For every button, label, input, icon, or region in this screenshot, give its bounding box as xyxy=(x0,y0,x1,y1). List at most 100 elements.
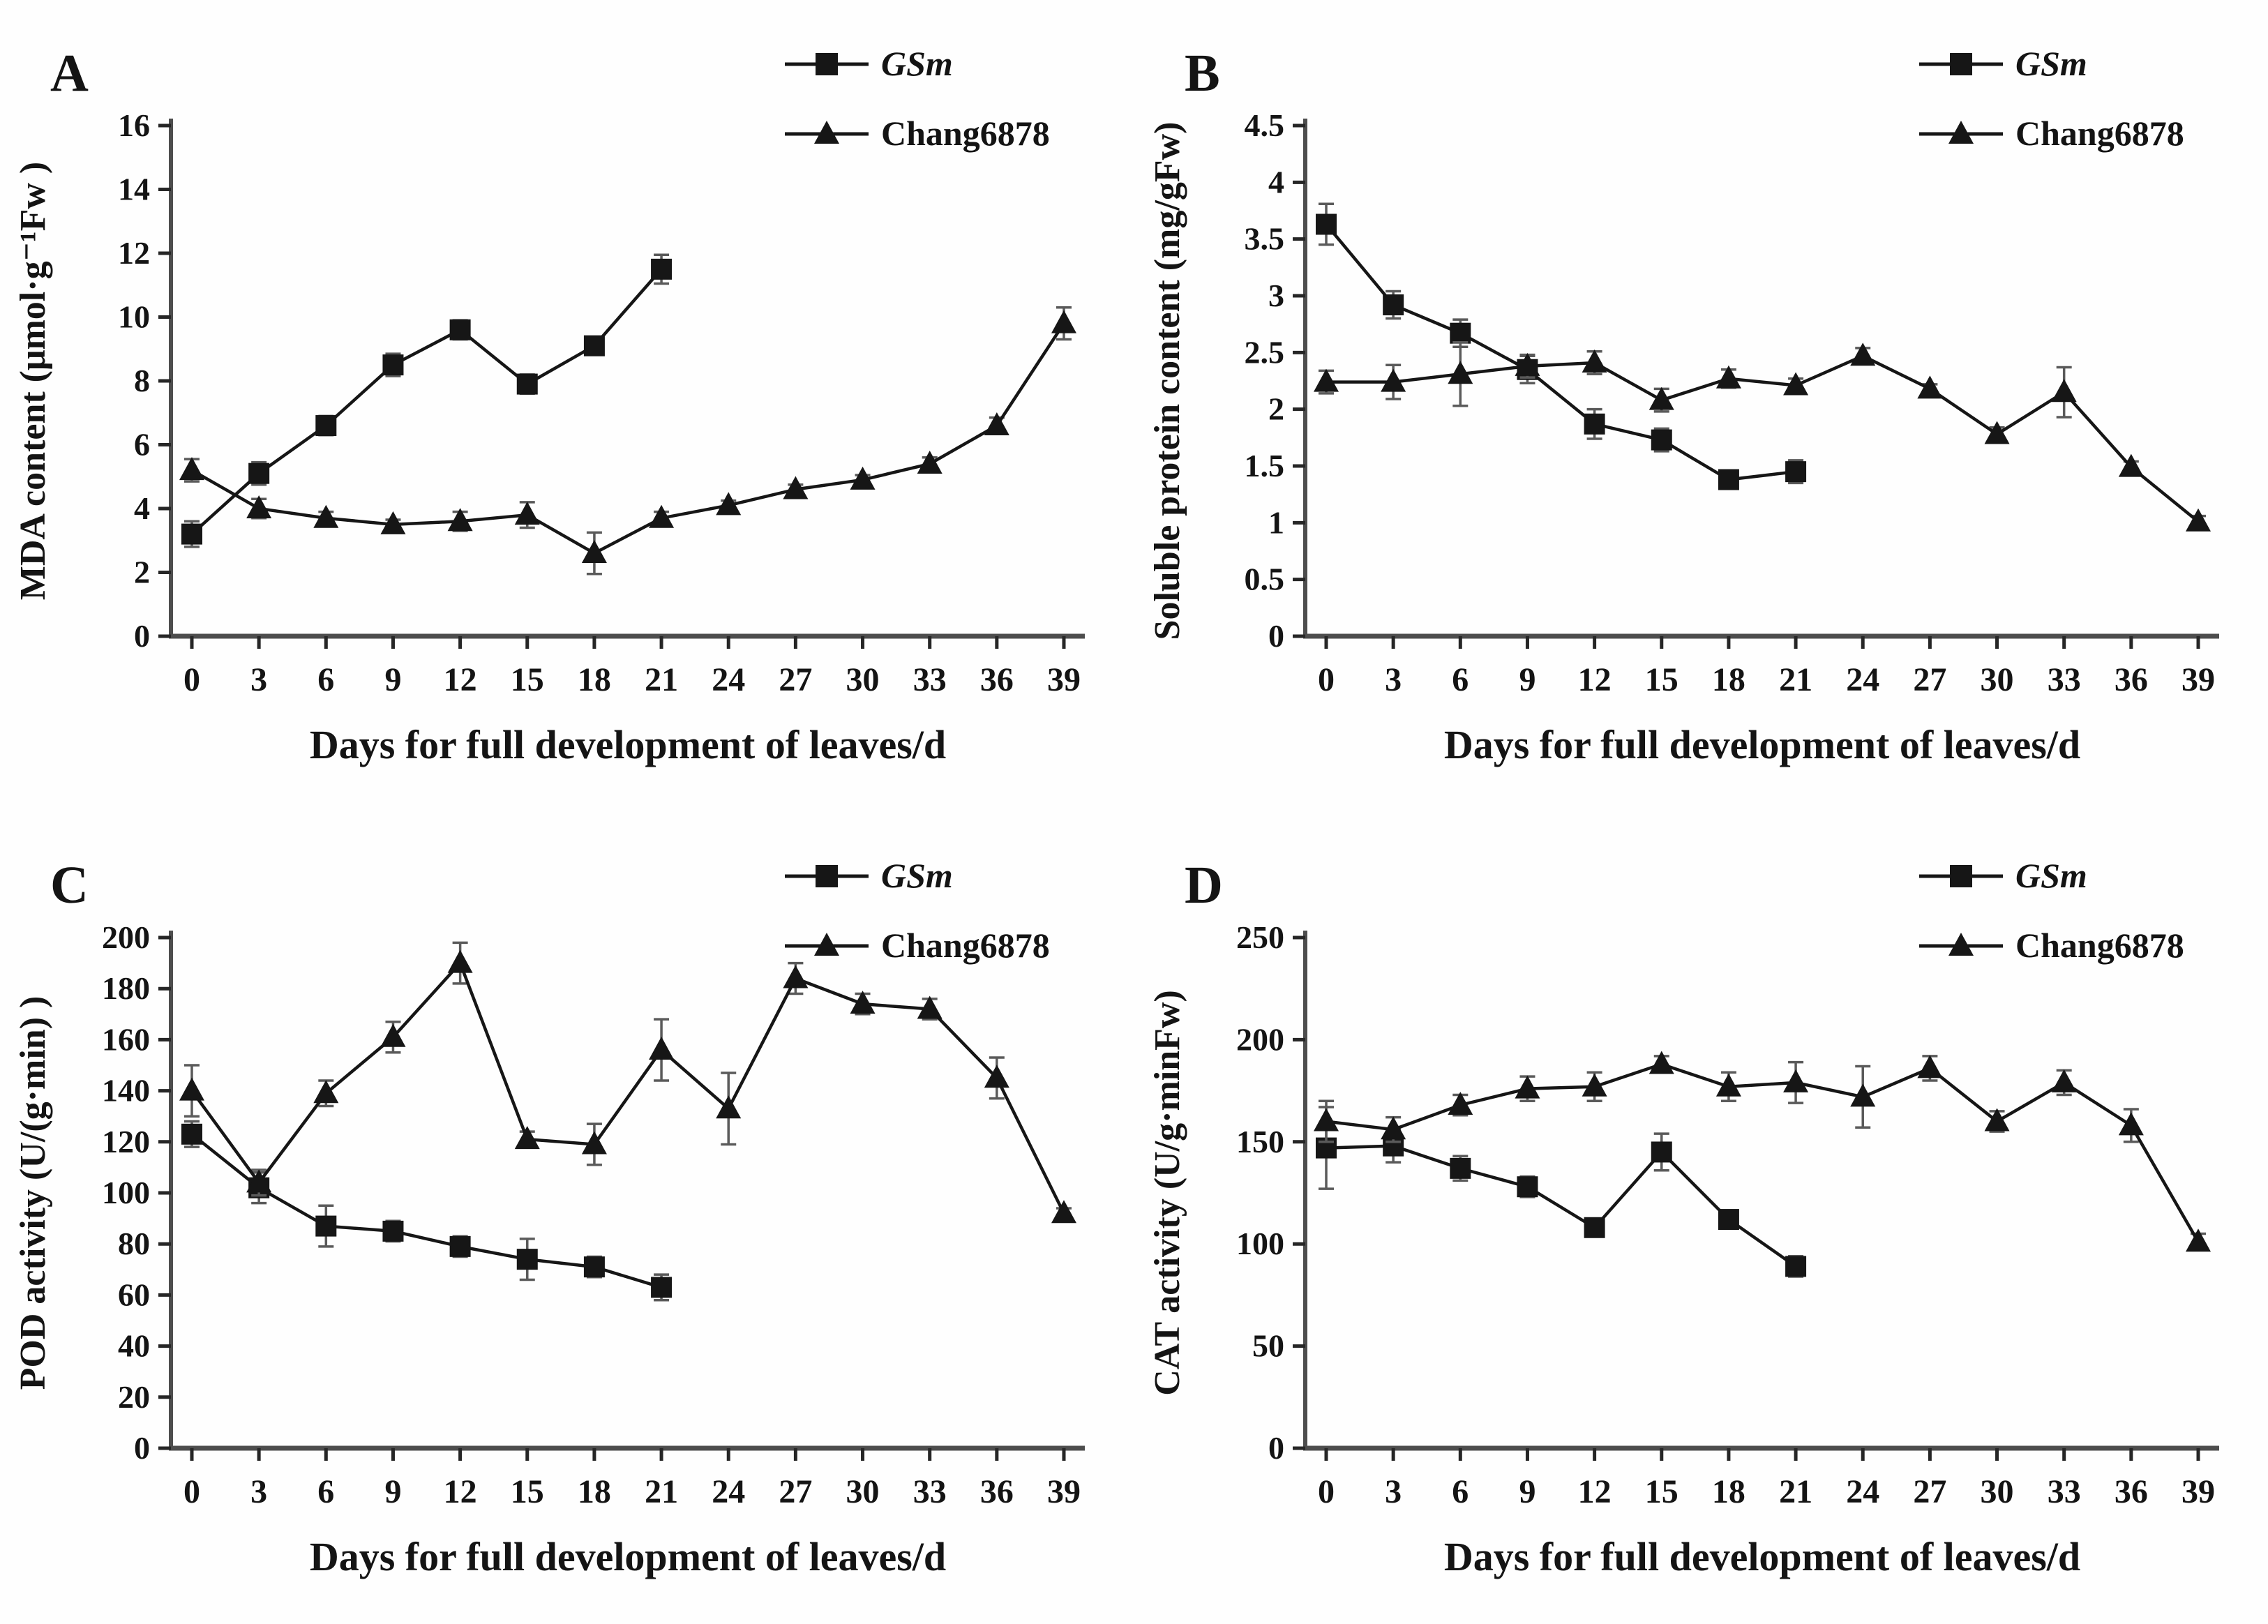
chang6878-triangle-marker xyxy=(1984,421,2010,444)
x-tick-label: 33 xyxy=(2048,661,2081,698)
y-tick-label: 0 xyxy=(134,1430,150,1466)
x-tick-label: 0 xyxy=(1318,1473,1335,1510)
legend-label: GSm xyxy=(2015,44,2087,83)
chang6878-triangle-marker xyxy=(179,1077,204,1101)
x-tick-label: 18 xyxy=(578,661,611,698)
y-tick-label: 120 xyxy=(102,1124,150,1159)
x-axis-title: Days for full development of leaves/d xyxy=(1444,722,2080,767)
x-axis-title: Days for full development of leaves/d xyxy=(1444,1534,2080,1579)
y-tick-label: 14 xyxy=(118,172,150,207)
y-tick-label: 4 xyxy=(134,490,150,526)
y-tick-label: 20 xyxy=(118,1379,150,1415)
chang6878-triangle-marker xyxy=(850,466,876,490)
chang6878-triangle-marker xyxy=(514,1126,540,1150)
legend-triangle-marker xyxy=(814,121,839,144)
gsm-line xyxy=(190,268,663,536)
gsm-square-marker xyxy=(382,1220,404,1242)
x-tick-label: 39 xyxy=(1047,1473,1081,1510)
x-tick-label: 12 xyxy=(444,1473,477,1510)
chang6878-triangle-marker xyxy=(1715,1073,1741,1097)
gsm-square-marker xyxy=(1316,213,1337,235)
x-tick-label: 15 xyxy=(1645,1473,1679,1510)
chang6878-triangle-marker xyxy=(783,476,809,499)
x-tick-label: 0 xyxy=(183,661,200,698)
chang6878-triangle-marker xyxy=(1582,1073,1607,1097)
y-tick-label: 3.5 xyxy=(1245,221,1285,257)
x-tick-label: 15 xyxy=(1645,661,1679,698)
legend-label: GSm xyxy=(881,44,953,83)
chang6878-triangle-marker xyxy=(1850,1083,1876,1107)
x-tick-label: 3 xyxy=(1385,661,1402,698)
x-tick-label: 24 xyxy=(1846,661,1879,698)
chang6878-triangle-marker xyxy=(716,492,742,516)
chang6878-triangle-marker xyxy=(984,1065,1009,1088)
chang6878-triangle-marker xyxy=(1515,1075,1540,1099)
x-tick-label: 21 xyxy=(1779,1473,1812,1510)
y-tick-label: 100 xyxy=(1236,1226,1284,1261)
x-tick-label: 12 xyxy=(1578,1473,1612,1510)
x-tick-label: 9 xyxy=(1519,661,1535,698)
gsm-square-marker xyxy=(449,1235,471,1257)
gsm-square-marker xyxy=(1718,469,1739,490)
chang6878-triangle-marker xyxy=(1850,343,1876,366)
chang6878-triangle-marker xyxy=(1051,1200,1076,1224)
x-tick-label: 0 xyxy=(1318,661,1335,698)
x-tick-label: 24 xyxy=(712,661,745,698)
chang6878-triangle-marker xyxy=(1917,1055,1943,1078)
x-tick-label: 33 xyxy=(913,1473,947,1510)
panel-label: D xyxy=(1185,856,1223,915)
gsm-square-marker xyxy=(1651,1141,1672,1163)
chang6878-triangle-marker xyxy=(1649,386,1674,410)
chang6878-line xyxy=(190,322,1065,555)
y-tick-label: 40 xyxy=(118,1328,150,1364)
y-tick-label: 3 xyxy=(1268,278,1284,313)
legend-label: Chang6878 xyxy=(881,114,1050,153)
y-axis-title: Soluble protein content (mg/gFw) xyxy=(1148,122,1187,640)
chang6878-triangle-marker xyxy=(179,457,204,481)
gsm-square-marker xyxy=(449,319,471,340)
y-axis-title: MDA content (μmol·g⁻¹Fw ) xyxy=(13,162,53,601)
gsm-square-marker xyxy=(1517,1176,1538,1198)
legend-square-marker xyxy=(1950,865,1972,887)
y-tick-label: 4.5 xyxy=(1245,107,1285,143)
x-tick-label: 15 xyxy=(511,661,544,698)
chang6878-triangle-marker xyxy=(246,495,272,518)
legend-triangle-marker xyxy=(1948,121,1974,144)
chang6878-triangle-marker xyxy=(313,1080,339,1104)
chang6878-triangle-marker xyxy=(380,511,406,534)
chang6878-triangle-marker xyxy=(380,1023,406,1047)
y-tick-label: 1.5 xyxy=(1245,448,1285,483)
y-tick-label: 2 xyxy=(134,555,150,590)
gsm-square-marker xyxy=(583,335,605,356)
chang6878-triangle-marker xyxy=(2186,1228,2211,1252)
gsm-square-marker xyxy=(248,463,270,484)
gsm-square-marker xyxy=(1450,322,1471,344)
gsm-square-marker xyxy=(1584,1217,1605,1238)
gsm-square-marker xyxy=(1651,429,1672,451)
chang6878-triangle-marker xyxy=(716,1095,742,1119)
x-tick-label: 9 xyxy=(384,1473,401,1510)
gsm-square-marker xyxy=(1785,1256,1807,1277)
x-tick-label: 6 xyxy=(317,1473,334,1510)
chang6878-triangle-marker xyxy=(1984,1108,2010,1131)
chang6878-triangle-marker xyxy=(917,995,943,1019)
chang6878-triangle-marker xyxy=(1051,310,1076,333)
gsm-square-marker xyxy=(583,1256,605,1278)
gsm-line xyxy=(1325,223,1796,481)
gsm-square-marker xyxy=(1383,294,1404,316)
x-tick-label: 15 xyxy=(511,1473,544,1510)
chang6878-triangle-marker xyxy=(447,949,473,973)
chang6878-triangle-marker xyxy=(2118,1112,2144,1136)
chang6878-triangle-marker xyxy=(1783,372,1809,396)
x-tick-label: 18 xyxy=(1712,661,1745,698)
gsm-square-marker xyxy=(181,1123,202,1145)
x-tick-label: 0 xyxy=(183,1473,200,1510)
y-tick-label: 10 xyxy=(118,299,150,335)
x-tick-label: 18 xyxy=(578,1473,611,1510)
gsm-line xyxy=(190,1133,662,1289)
chang6878-triangle-marker xyxy=(649,1037,675,1060)
